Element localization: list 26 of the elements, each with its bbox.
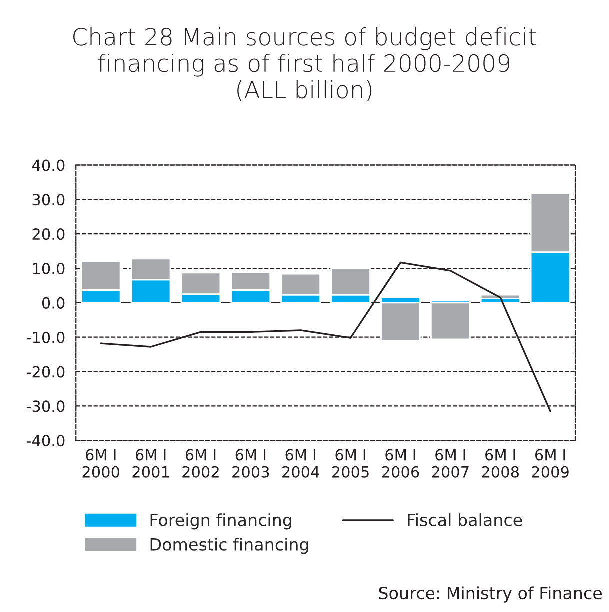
- x-tick-label: 6M I 2009: [532, 449, 569, 478]
- y-tick-label: 20.0: [32, 228, 65, 240]
- y-tick-label: -30.0: [26, 400, 65, 412]
- y-tick-label: 0.0: [42, 297, 65, 309]
- x-tick-label: 6M I 2001: [132, 449, 170, 478]
- y-tick-label: -40.0: [26, 435, 65, 447]
- bar: [430, 302, 471, 340]
- x-tick-label: 6M I 2008: [482, 449, 519, 478]
- bar: [480, 294, 521, 300]
- x-tick-label: 6M I 2006: [382, 449, 420, 478]
- chart-title: Chart 28 Main sources of budget deficit financing as of first half 2000-2009 (ALL billion): [74, 28, 536, 102]
- legend-label: Foreign financing: [150, 514, 292, 530]
- x-tick-label: 6M I 2007: [432, 449, 469, 478]
- x-tick-label: 6M I 2005: [332, 449, 369, 478]
- legend-label: Fiscal balance: [408, 514, 522, 526]
- x-tick-label: 6M I 2004: [282, 449, 320, 478]
- legend-label: Domestic financing: [150, 538, 308, 554]
- source-note: Source: Ministry of Finance: [379, 586, 602, 603]
- x-tick-label: 6M I 2003: [232, 449, 270, 478]
- y-tick-label: -20.0: [26, 366, 65, 378]
- y-tick-label: 30.0: [32, 194, 65, 206]
- x-tick-label: 6M I 2002: [182, 449, 219, 478]
- y-tick-label: 10.0: [33, 262, 65, 275]
- x-tick-label: 6M I 2000: [82, 449, 120, 478]
- y-tick-label: 40.0: [32, 160, 65, 172]
- y-tick-label: -10.0: [26, 332, 65, 344]
